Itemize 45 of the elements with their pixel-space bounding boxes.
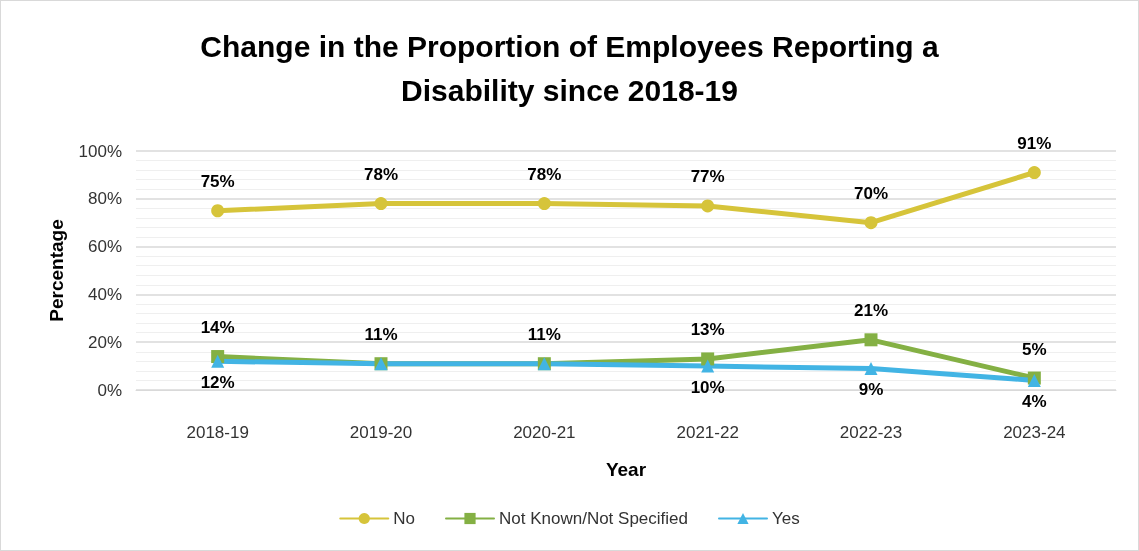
- x-tick-label: 2018-19: [186, 423, 249, 442]
- x-tick-label: 2021-22: [676, 423, 739, 442]
- x-tick-label: 2020-21: [513, 423, 576, 442]
- point: [701, 199, 715, 213]
- data-label: 75%: [200, 172, 235, 192]
- x-tick-label: 2022-23: [839, 423, 903, 442]
- point: [864, 216, 878, 230]
- data-label: 11%: [527, 325, 561, 345]
- legend-label: Not Known/Not Specified: [499, 509, 688, 528]
- data-label: 11%: [364, 325, 398, 345]
- point: [211, 204, 225, 218]
- data-label: 10%: [690, 377, 725, 397]
- point: [701, 359, 715, 373]
- data-label: 70%: [853, 184, 889, 204]
- y-tick-label: 20%: [87, 332, 122, 352]
- legend-label: Yes: [772, 509, 800, 528]
- data-label: 13%: [690, 320, 725, 340]
- chart-title: Change in the Proportion of Employees Reporting a Disability since 2018-19: [200, 29, 939, 107]
- data-label: 77%: [690, 167, 725, 187]
- point: [537, 197, 551, 211]
- data-label: 9%: [858, 379, 884, 399]
- point: [864, 361, 878, 375]
- y-tick-label: 100%: [78, 141, 122, 161]
- point: [1027, 166, 1041, 180]
- data-label: 14%: [200, 318, 235, 338]
- point: [211, 354, 225, 368]
- data-label: 91%: [1017, 134, 1052, 154]
- data-label: 12%: [200, 372, 235, 392]
- x-tick-label: 2023-24: [1003, 423, 1066, 442]
- data-label: 21%: [853, 301, 889, 321]
- data-label: 5%: [1022, 339, 1047, 359]
- data-label: 78%: [363, 165, 399, 185]
- x-tick-label: 2019-20: [349, 423, 413, 442]
- y-tick-label: 0%: [97, 380, 122, 400]
- y-tick-label: 60%: [87, 237, 122, 257]
- data-label: 78%: [527, 165, 562, 185]
- y-tick-label: 80%: [87, 189, 122, 209]
- y-tick-label: 40%: [87, 284, 122, 304]
- point: [864, 333, 878, 347]
- x-axis-title: Year: [605, 459, 647, 480]
- point: [701, 352, 715, 366]
- point: [374, 197, 388, 211]
- y-axis-title: Percentage: [46, 219, 67, 322]
- data-label: 4%: [1022, 391, 1047, 411]
- legend-label: No: [393, 509, 416, 528]
